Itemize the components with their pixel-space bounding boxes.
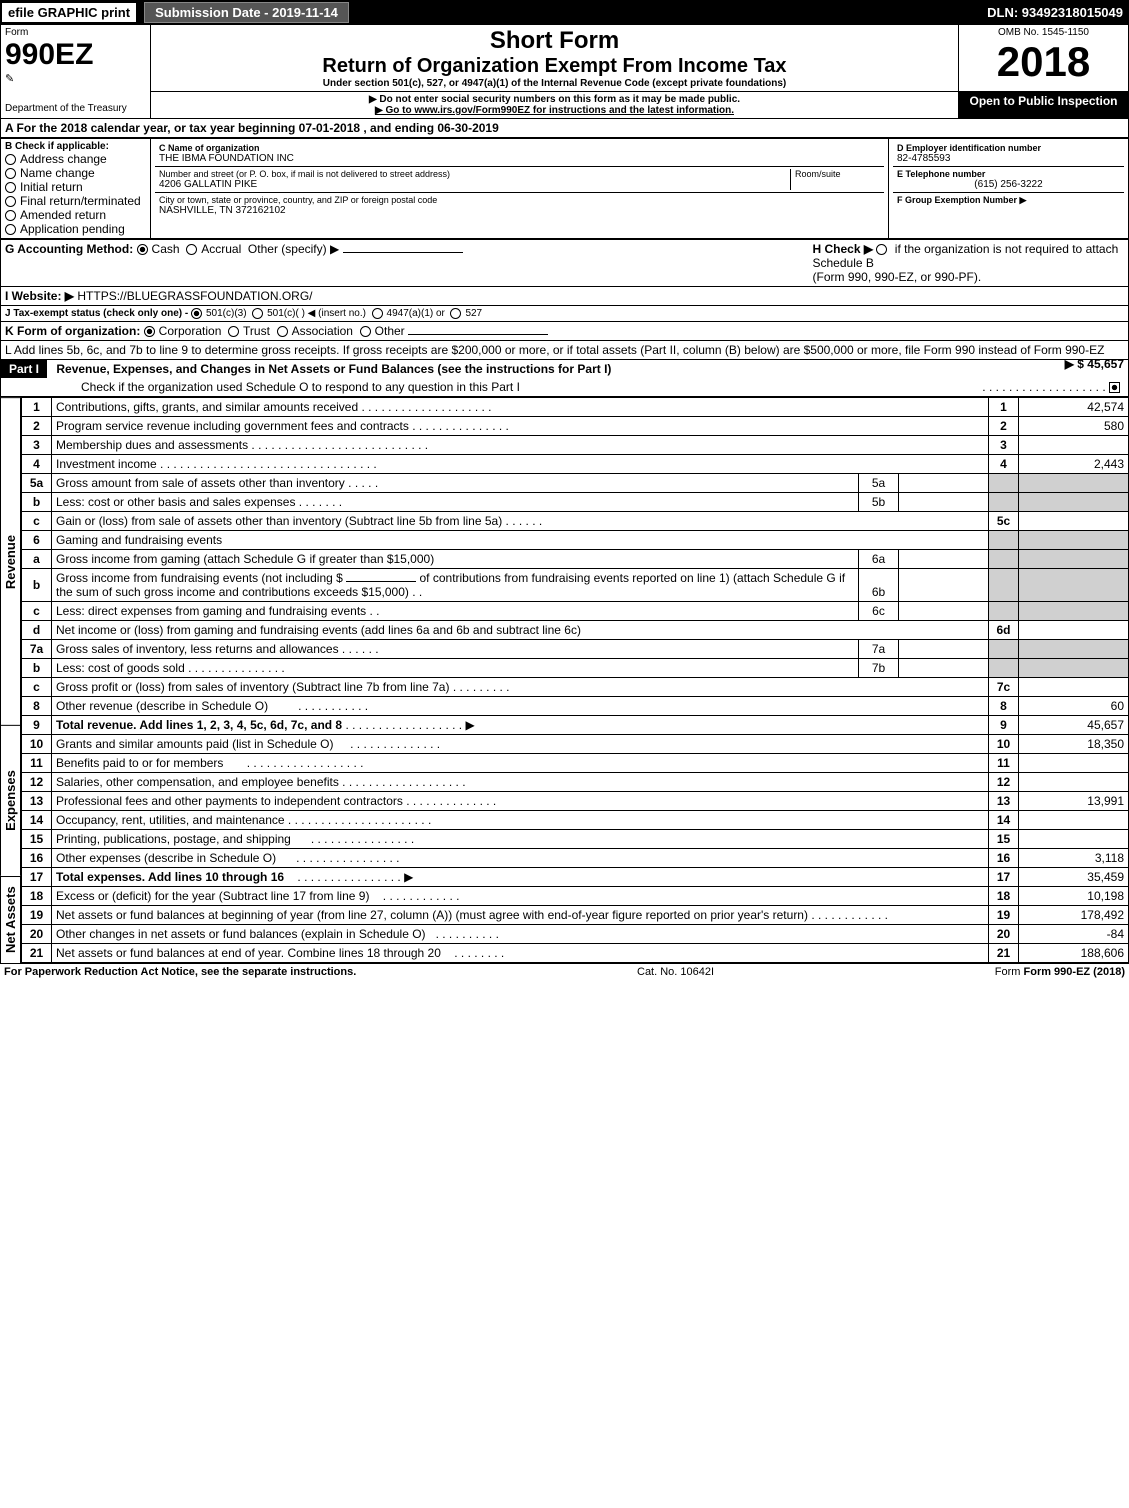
form-word: Form	[5, 27, 146, 38]
amt-4: 2,443	[1019, 455, 1129, 474]
amt-9: 45,657	[1019, 716, 1129, 735]
amt-10: 18,350	[1019, 735, 1129, 754]
chk-name-change[interactable]	[5, 168, 16, 179]
period-line: A For the 2018 calendar year, or tax yea…	[0, 119, 1129, 138]
chk-final-return[interactable]	[5, 196, 16, 207]
page-footer: For Paperwork Reduction Act Notice, see …	[0, 963, 1129, 980]
chk-assoc[interactable]	[277, 326, 288, 337]
omb-cell: OMB No. 1545-1150 2018	[959, 25, 1129, 92]
box-c-label: C Name of organization	[159, 143, 880, 153]
chk-4947[interactable]	[372, 308, 383, 319]
amt-15	[1019, 830, 1129, 849]
city-value: NASHVILLE, TN 372162102	[159, 205, 880, 216]
org-info-table: B Check if applicable: Address change Na…	[0, 138, 1129, 239]
footer-left: For Paperwork Reduction Act Notice, see …	[4, 966, 356, 978]
dln-label: DLN: 93492318015049	[987, 5, 1129, 20]
chk-corp[interactable]	[144, 326, 155, 337]
box-g-label: G Accounting Method:	[5, 242, 133, 256]
amt-18: 10,198	[1019, 887, 1129, 906]
box-c: C Name of organization THE IBMA FOUNDATI…	[151, 139, 889, 239]
instructions-cell: ▶ Do not enter social security numbers o…	[151, 92, 959, 119]
box-i: I Website: ▶ HTTPS://BLUEGRASSFOUNDATION…	[0, 287, 1129, 306]
main-title: Return of Organization Exempt From Incom…	[155, 55, 954, 78]
box-b-title: B Check if applicable:	[5, 141, 146, 152]
box-b: B Check if applicable: Address change Na…	[1, 139, 151, 239]
amt-19: 178,492	[1019, 906, 1129, 925]
box-g: G Accounting Method: Cash Accrual Other …	[1, 240, 809, 287]
chk-527[interactable]	[450, 308, 461, 319]
box-e-label: E Telephone number	[897, 169, 1120, 179]
omb-label: OMB No. 1545-1150	[963, 27, 1124, 38]
footer-mid: Cat. No. 10642I	[637, 966, 714, 978]
box-j: J Tax-exempt status (check only one) - 5…	[0, 306, 1129, 322]
addr-label: Number and street (or P. O. box, if mail…	[159, 169, 790, 179]
dept-label: Department of the Treasury	[5, 103, 146, 114]
box-def: D Employer identification number 82-4785…	[889, 139, 1129, 239]
ein-value: 82-4785593	[897, 153, 1120, 164]
city-label: City or town, state or province, country…	[159, 195, 880, 205]
street-address: 4206 GALLATIN PIKE	[159, 179, 790, 190]
amt-2: 580	[1019, 417, 1129, 436]
amt-1: 42,574	[1019, 398, 1129, 417]
short-form-label: Short Form	[155, 27, 954, 55]
chk-cash[interactable]	[137, 244, 148, 255]
amt-16: 3,118	[1019, 849, 1129, 868]
footer-right: Form Form 990-EZ (2018)	[995, 966, 1125, 978]
part1-header: Part I Revenue, Expenses, and Changes in…	[0, 360, 1129, 397]
amt-3	[1019, 436, 1129, 455]
top-bar: efile GRAPHIC print Submission Date - 20…	[0, 0, 1129, 24]
box-h: H Check ▶ if the organization is not req…	[809, 240, 1129, 287]
chk-app-pending[interactable]	[5, 224, 16, 235]
box-d-label: D Employer identification number	[897, 143, 1120, 153]
chk-trust[interactable]	[228, 326, 239, 337]
subtitle: Under section 501(c), 527, or 4947(a)(1)…	[155, 78, 954, 89]
submission-date: Submission Date - 2019-11-14	[144, 2, 349, 23]
box-f-label: F Group Exemption Number ▶	[897, 195, 1120, 206]
amt-7c	[1019, 678, 1129, 697]
amt-8: 60	[1019, 697, 1129, 716]
chk-address-change[interactable]	[5, 154, 16, 165]
room-label: Room/suite	[795, 169, 880, 179]
phone-value: (615) 256-3222	[897, 179, 1120, 190]
part1-title: Revenue, Expenses, and Changes in Net As…	[50, 362, 611, 376]
ssn-warning: ▶ Do not enter social security numbers o…	[155, 94, 954, 105]
goto-link[interactable]: ▶ Go to www.irs.gov/Form990EZ for instru…	[155, 105, 954, 116]
org-name: THE IBMA FOUNDATION INC	[159, 153, 880, 164]
side-revenue: Revenue	[0, 397, 21, 725]
chk-amended[interactable]	[5, 210, 16, 221]
amt-5c	[1019, 512, 1129, 531]
chk-501c3[interactable]	[191, 308, 202, 319]
lines-wrapper: Revenue Expenses Net Assets 1 Contributi…	[0, 397, 1129, 963]
tax-year: 2018	[963, 38, 1124, 86]
chk-501c[interactable]	[252, 308, 263, 319]
amt-6d	[1019, 621, 1129, 640]
amt-21: 188,606	[1019, 944, 1129, 963]
title-cell: Short Form Return of Organization Exempt…	[151, 25, 959, 92]
amt-17: 35,459	[1019, 868, 1129, 887]
chk-accrual[interactable]	[186, 244, 197, 255]
side-netassets: Net Assets	[0, 876, 21, 963]
gross-receipts: ▶ $ 45,657	[1065, 357, 1124, 371]
chk-sched-o[interactable]	[1109, 382, 1120, 393]
amt-14	[1019, 811, 1129, 830]
box-k: K Form of organization: Corporation Trus…	[0, 322, 1129, 341]
amt-13: 13,991	[1019, 792, 1129, 811]
chk-other-org[interactable]	[360, 326, 371, 337]
part1-label: Part I	[1, 360, 47, 378]
chk-initial-return[interactable]	[5, 182, 16, 193]
form-id-cell: Form 990EZ ✎ Department of the Treasury	[1, 25, 151, 119]
side-expenses: Expenses	[0, 725, 21, 876]
form-number: 990EZ	[5, 38, 146, 72]
website-value[interactable]: HTTPS://BLUEGRASSFOUNDATION.ORG/	[77, 289, 312, 303]
open-public-cell: Open to Public Inspection	[959, 92, 1129, 119]
lines-table: 1 Contributions, gifts, grants, and simi…	[21, 397, 1129, 963]
efile-label[interactable]: efile GRAPHIC print	[2, 3, 136, 22]
amt-20: -84	[1019, 925, 1129, 944]
amt-12	[1019, 773, 1129, 792]
box-l: L Add lines 5b, 6c, and 7b to line 9 to …	[0, 341, 1129, 360]
gh-table: G Accounting Method: Cash Accrual Other …	[0, 239, 1129, 287]
amt-11	[1019, 754, 1129, 773]
chk-sched-b[interactable]	[876, 244, 887, 255]
header-table: Form 990EZ ✎ Department of the Treasury …	[0, 24, 1129, 119]
